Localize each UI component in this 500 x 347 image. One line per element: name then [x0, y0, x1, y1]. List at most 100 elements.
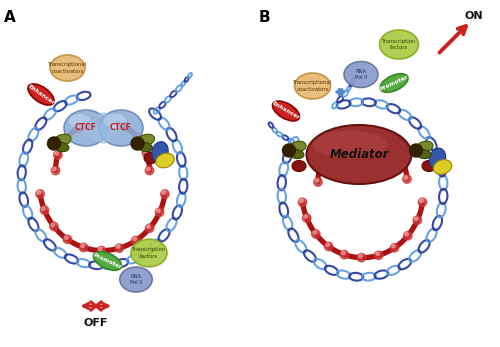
Circle shape [62, 135, 70, 144]
Circle shape [304, 215, 308, 218]
Text: CTCF: CTCF [75, 124, 97, 133]
Circle shape [326, 145, 334, 153]
Ellipse shape [416, 149, 431, 159]
Circle shape [312, 230, 320, 238]
Text: ON: ON [464, 11, 483, 21]
Circle shape [376, 252, 380, 255]
Circle shape [134, 134, 142, 142]
Circle shape [340, 251, 348, 259]
Ellipse shape [50, 55, 85, 81]
Text: Transcriptional
coactivators: Transcriptional coactivators [48, 62, 87, 74]
Text: CTCF: CTCF [110, 124, 132, 133]
Circle shape [80, 243, 88, 252]
Circle shape [48, 137, 60, 150]
Circle shape [324, 242, 333, 251]
Circle shape [392, 245, 395, 248]
Circle shape [374, 133, 382, 141]
Text: Transcriptional
coactivators: Transcriptional coactivators [293, 81, 332, 92]
Ellipse shape [422, 161, 436, 171]
Text: Enhancer: Enhancer [271, 101, 301, 121]
Ellipse shape [138, 134, 154, 146]
Circle shape [326, 243, 330, 247]
Circle shape [64, 236, 68, 239]
Circle shape [145, 166, 154, 175]
Circle shape [338, 135, 347, 143]
Circle shape [120, 122, 129, 131]
Ellipse shape [54, 142, 69, 152]
Circle shape [132, 236, 140, 245]
Circle shape [63, 136, 66, 139]
Circle shape [38, 191, 41, 194]
Circle shape [115, 244, 124, 252]
Ellipse shape [289, 141, 306, 153]
Text: Promoter: Promoter [92, 252, 122, 270]
Circle shape [106, 118, 110, 121]
Text: Mediator: Mediator [329, 148, 389, 161]
Ellipse shape [416, 141, 433, 153]
Ellipse shape [272, 101, 299, 121]
Text: A: A [4, 9, 16, 25]
Circle shape [398, 156, 406, 165]
Circle shape [414, 217, 418, 220]
Circle shape [400, 157, 403, 161]
Circle shape [162, 191, 166, 194]
Circle shape [116, 245, 120, 248]
Circle shape [358, 254, 362, 258]
Text: Enhancer: Enhancer [27, 84, 55, 105]
Circle shape [135, 135, 138, 138]
Circle shape [157, 209, 160, 212]
Text: B: B [259, 9, 270, 25]
Ellipse shape [292, 161, 306, 171]
Circle shape [358, 131, 361, 134]
Ellipse shape [156, 153, 174, 168]
Ellipse shape [99, 110, 143, 146]
Circle shape [54, 151, 62, 159]
Ellipse shape [120, 267, 152, 292]
Circle shape [131, 137, 144, 150]
Circle shape [53, 167, 56, 171]
Circle shape [92, 118, 95, 122]
Circle shape [413, 216, 422, 225]
Circle shape [81, 244, 84, 248]
Circle shape [316, 161, 325, 169]
Text: RNA
Pol II: RNA Pol II [130, 274, 142, 285]
Circle shape [387, 141, 396, 150]
Text: RNA
Pol II: RNA Pol II [355, 69, 367, 80]
Circle shape [418, 198, 427, 206]
Text: Transcription
factors: Transcription factors [132, 247, 166, 259]
Circle shape [146, 224, 154, 232]
Circle shape [146, 167, 150, 171]
Circle shape [74, 124, 82, 132]
Circle shape [282, 144, 296, 157]
Ellipse shape [152, 142, 168, 162]
Circle shape [405, 232, 408, 236]
Ellipse shape [104, 114, 126, 128]
Circle shape [404, 231, 412, 240]
Ellipse shape [289, 149, 304, 159]
Ellipse shape [312, 131, 388, 158]
Circle shape [147, 225, 150, 228]
Circle shape [298, 198, 306, 206]
Ellipse shape [28, 84, 54, 105]
Ellipse shape [131, 239, 167, 267]
Circle shape [90, 117, 98, 126]
Circle shape [160, 190, 169, 198]
Ellipse shape [90, 112, 117, 144]
Circle shape [98, 247, 102, 251]
Circle shape [404, 176, 407, 179]
Ellipse shape [64, 110, 108, 146]
Ellipse shape [380, 74, 408, 92]
Circle shape [50, 222, 58, 231]
Circle shape [142, 149, 151, 157]
Circle shape [356, 130, 364, 138]
Circle shape [52, 166, 60, 175]
Ellipse shape [94, 252, 122, 270]
Circle shape [40, 206, 48, 214]
Ellipse shape [434, 160, 452, 174]
Circle shape [63, 235, 72, 244]
Circle shape [133, 237, 136, 241]
Circle shape [122, 124, 126, 127]
Ellipse shape [294, 73, 330, 99]
Ellipse shape [306, 125, 412, 184]
Ellipse shape [344, 61, 378, 87]
